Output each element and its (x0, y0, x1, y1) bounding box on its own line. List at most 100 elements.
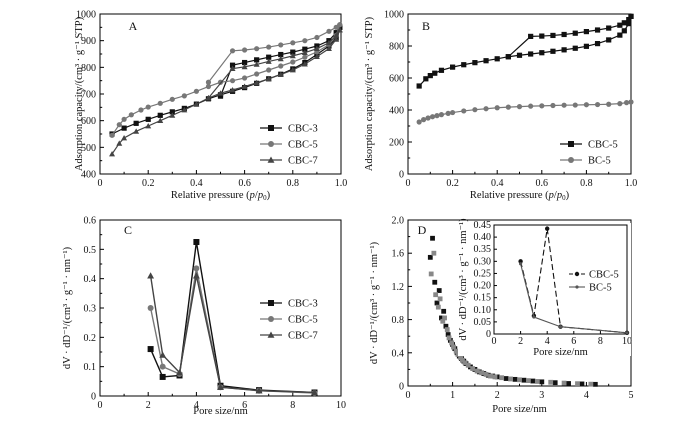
x-axis-title: Pore size/nm (193, 406, 248, 417)
data-point (443, 323, 449, 329)
x-tick-label: 4 (584, 390, 589, 401)
inset-legend: CBC-5 BC-5 (569, 270, 619, 294)
data-point (128, 112, 134, 118)
data-point (539, 103, 545, 109)
data-point (229, 62, 236, 68)
data-point (147, 346, 154, 353)
data-point (550, 48, 556, 54)
data-point (145, 104, 151, 110)
data-point (592, 381, 598, 387)
data-point (205, 95, 212, 101)
data-point (626, 17, 632, 23)
data-point (499, 375, 505, 381)
chart-panel-a: 0 0.2 0.4 0.6 0.8 1.0 400 500 600 700 800 900 1000 A R… (74, 10, 347, 203)
data-point (205, 83, 212, 90)
data-point (109, 132, 115, 138)
data-point (447, 337, 453, 343)
inset-y-tick-label: 0 (486, 329, 491, 340)
data-point (449, 340, 455, 346)
inset-y-tick-label: 0.10 (474, 305, 492, 316)
data-point (169, 96, 175, 102)
inset-x-tick-label: 4 (545, 336, 550, 347)
data-point (561, 102, 567, 108)
data-point (548, 379, 554, 385)
data-point (147, 272, 155, 279)
inset-data-point (625, 331, 629, 335)
data-point (583, 43, 589, 49)
y-tick-label: 500 (81, 143, 96, 154)
data-point (550, 102, 556, 109)
data-point (193, 239, 200, 245)
data-point (253, 79, 260, 86)
x-tick-label: 4 (194, 400, 199, 411)
data-point (169, 112, 176, 118)
data-point (438, 112, 445, 118)
y-tick-label: 1.6 (392, 249, 405, 260)
inset-x-tick-label: 6 (571, 336, 576, 347)
data-point (121, 135, 128, 141)
data-point (617, 22, 623, 28)
y-tick-label: 0.2 (84, 333, 97, 344)
legend-marker (268, 300, 274, 306)
desorption-line (207, 29, 341, 99)
y-tick-label: 800 (389, 42, 404, 53)
data-point (241, 63, 248, 70)
data-point (434, 300, 440, 306)
data-point (628, 13, 634, 19)
data-point (594, 27, 601, 33)
data-point (427, 73, 433, 79)
y-tick-label: 0.3 (84, 304, 97, 315)
series-cbc-5 (416, 13, 634, 89)
data-point (266, 44, 272, 50)
inset-data-point (519, 262, 523, 266)
data-point (458, 355, 464, 361)
data-point (333, 32, 340, 38)
data-point (455, 352, 461, 357)
data-point (333, 36, 340, 42)
x-tick-label: 0.4 (491, 178, 504, 189)
data-point (446, 335, 452, 341)
data-point (438, 67, 445, 73)
data-point (255, 387, 263, 394)
y-tick-label: 1000 (76, 10, 96, 21)
data-point (442, 315, 447, 321)
y-tick-label: 0.1 (84, 362, 97, 373)
inset-data-point (545, 226, 550, 231)
x-tick-label: 6 (242, 400, 247, 411)
data-point (121, 116, 127, 122)
inset-x-tick-label: 8 (598, 336, 603, 347)
data-point (461, 108, 467, 114)
data-point (579, 381, 585, 387)
y-tick-label: 0.8 (392, 315, 405, 326)
data-point (325, 45, 332, 52)
data-point (278, 42, 284, 48)
data-point (229, 48, 236, 54)
x-tick-label: 0 (98, 400, 103, 411)
legend-label: CBC-5 (588, 140, 618, 151)
data-point (109, 151, 116, 157)
data-point (433, 292, 439, 298)
y-tick-label: 400 (81, 170, 96, 181)
data-point (145, 123, 152, 129)
legend-label: CBC-7 (288, 156, 318, 167)
data-point (242, 75, 248, 81)
panel-label: C (124, 223, 132, 237)
data-point (423, 76, 429, 82)
y-axis-title: Adsorption capacity/(cm³ · g⁻¹ STP) (364, 16, 375, 171)
inset-x-axis-title: Pore size/nm (533, 347, 588, 358)
inset-x-tick-label: 2 (518, 336, 523, 347)
data-point (301, 61, 308, 67)
panel-label: A (129, 19, 138, 33)
y-tick-label: 0 (399, 170, 404, 181)
legend-marker (268, 141, 274, 147)
x-tick-label: 1 (450, 390, 455, 401)
data-point (242, 59, 248, 66)
x-axis-title: Relative pressure (p/p0) (171, 190, 271, 202)
y-tick-label: 600 (81, 116, 96, 127)
data-point (550, 32, 556, 39)
panel-label: B (422, 19, 430, 33)
data-point (479, 370, 484, 376)
data-point (241, 83, 248, 89)
desorption-line (219, 26, 341, 97)
